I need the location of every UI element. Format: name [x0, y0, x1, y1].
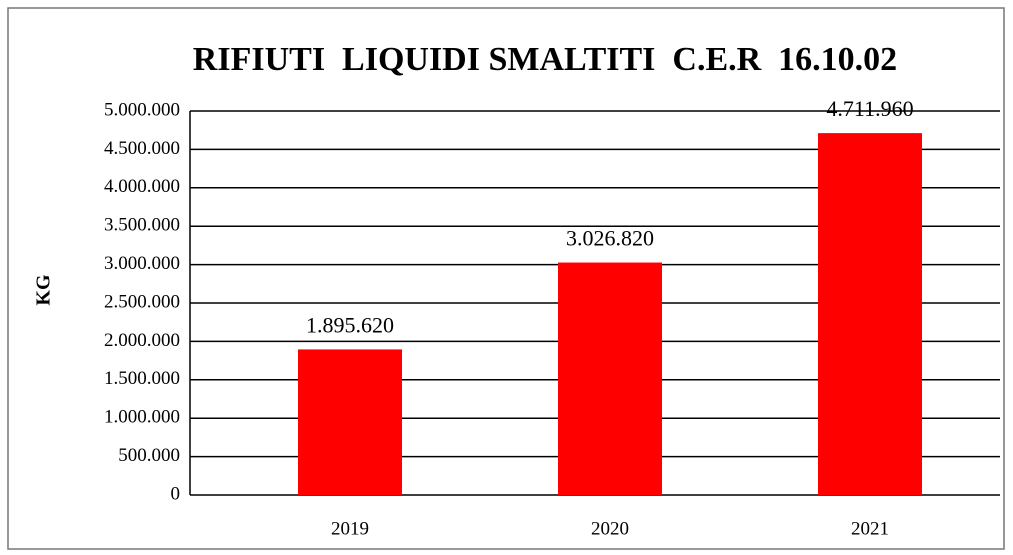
y-tick-label: 2.000.000 [104, 330, 180, 351]
y-tick-label: 1.000.000 [104, 407, 180, 428]
y-tick-label: 1.500.000 [104, 368, 180, 389]
y-tick-label: 3.500.000 [104, 215, 180, 236]
bar [818, 133, 922, 496]
data-label: 3.026.820 [566, 226, 654, 251]
bar [298, 349, 402, 495]
y-tick-label: 4.500.000 [104, 138, 180, 159]
chart-title: RIFIUTI LIQUIDI SMALTITI C.E.R 16.10.02 [193, 41, 897, 78]
y-tick-label: 0 [171, 483, 181, 504]
y-tick-label: 3.000.000 [104, 253, 180, 274]
bar [558, 262, 662, 495]
y-tick-label: 500.000 [118, 445, 180, 466]
x-tick-label: 2020 [591, 518, 629, 539]
data-label: 4.711.960 [826, 96, 913, 121]
y-axis-title: KG [33, 274, 55, 306]
y-tick-label: 5.000.000 [104, 99, 180, 120]
data-label: 1.895.620 [306, 312, 394, 337]
y-tick-label: 4.000.000 [104, 176, 180, 197]
x-tick-label: 2021 [851, 518, 889, 539]
x-tick-label: 2019 [331, 518, 369, 539]
y-tick-label: 2.500.000 [104, 291, 180, 312]
